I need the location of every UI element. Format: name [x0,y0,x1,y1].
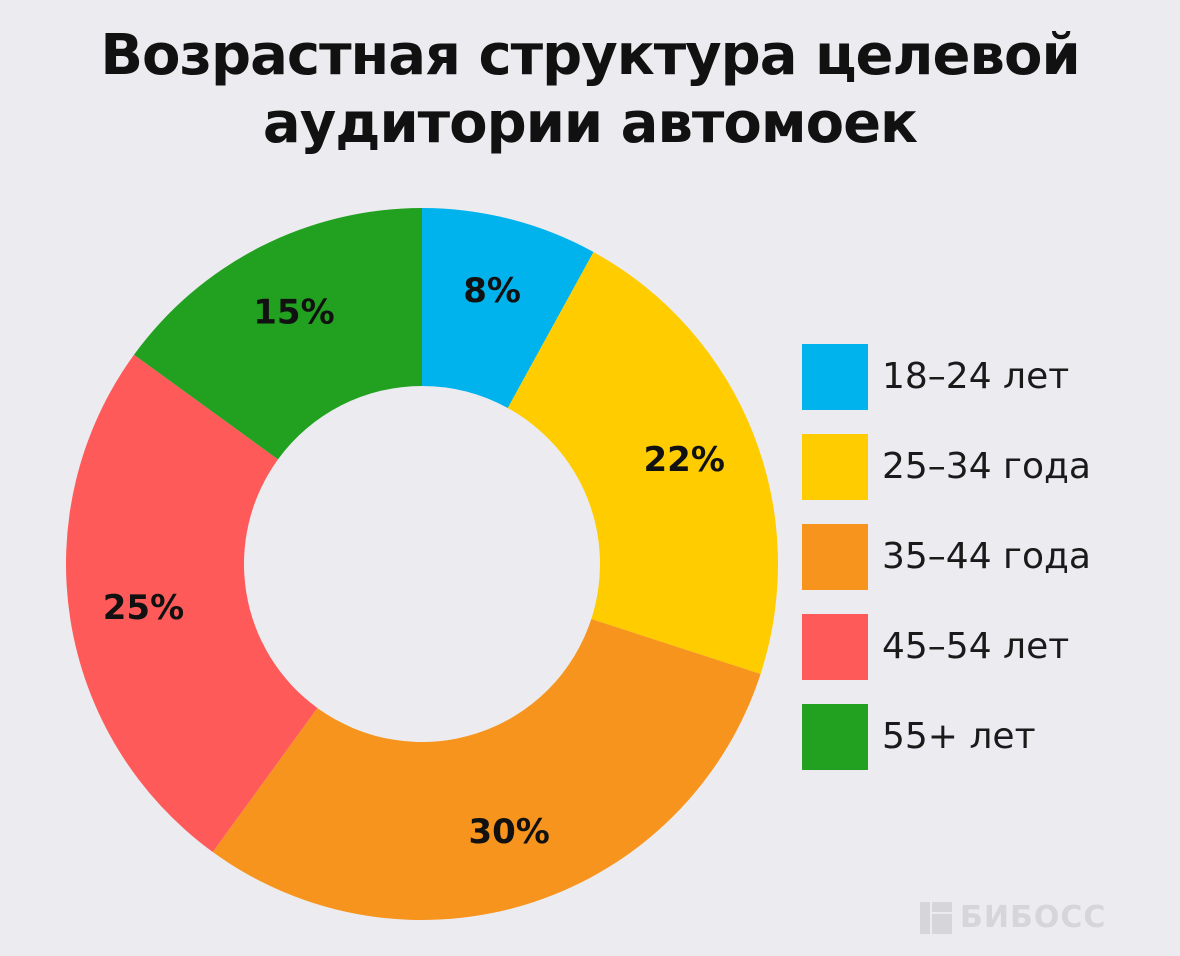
slice-value-label-1: 8% [463,271,521,311]
legend-item-2: 25–34 года [802,434,1091,524]
legend-label-5: 55+ лет [882,716,1036,757]
legend-swatch-1 [802,344,868,410]
slice-value-label-2: 22% [644,440,725,480]
legend-swatch-5 [802,704,868,770]
slice-value-label-4: 25% [103,588,184,628]
legend-label-2: 25–34 года [882,446,1091,487]
legend-label-3: 35–44 года [882,536,1091,577]
chart-title-line-2: аудитории автомоек [262,91,918,156]
legend-item-1: 18–24 лет [802,344,1091,434]
bibos-logo-icon [920,901,952,934]
donut-slice-1 [422,208,594,409]
legend-swatch-2 [802,434,868,500]
donut-slice-4 [65,354,318,853]
legend-swatch-3 [802,524,868,590]
donut-slice-3 [212,619,761,921]
donut-slice-5 [133,208,423,460]
legend-item-5: 55+ лет [802,704,1091,794]
legend-label-1: 18–24 лет [882,356,1070,397]
donut-slice-2 [507,252,778,675]
chart-title: Возрастная структура целевой аудитории а… [0,22,1180,158]
slice-value-label-5: 15% [253,293,334,333]
legend-swatch-4 [802,614,868,680]
chart-legend: 18–24 лет 25–34 года 35–44 года 45–54 лет 55… [802,344,1091,794]
watermark-text: БИБОСС [960,900,1107,935]
slice-value-label-3: 30% [468,812,549,852]
chart-title-line-1: Возрастная структура целевой [100,23,1080,88]
watermark: БИБОСС [920,900,1106,935]
legend-label-4: 45–54 лет [882,626,1070,667]
legend-item-4: 45–54 лет [802,614,1091,704]
legend-item-3: 35–44 года [802,524,1091,614]
